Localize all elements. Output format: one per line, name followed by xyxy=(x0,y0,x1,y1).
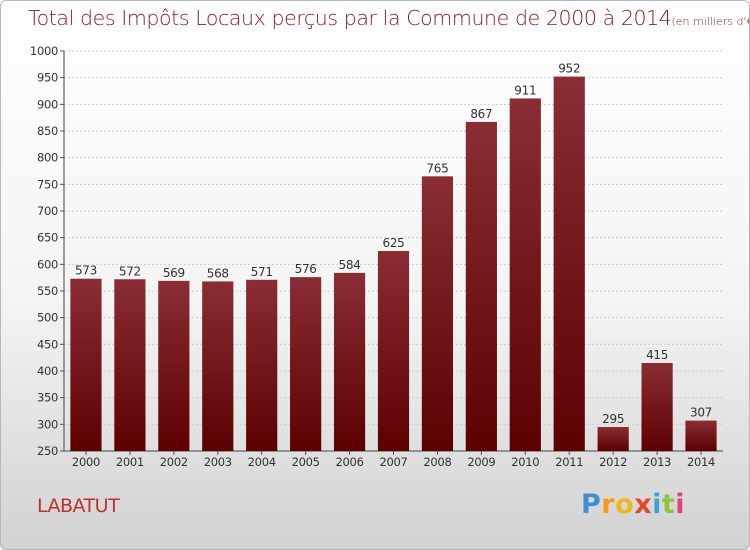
logo-letter: t xyxy=(661,489,676,520)
y-tick-label: 300 xyxy=(37,417,58,431)
logo-letter: x xyxy=(634,489,653,520)
bar-value-label: 625 xyxy=(382,236,404,250)
x-tick-label: 2014 xyxy=(687,455,715,469)
x-tick-label: 2003 xyxy=(204,455,232,469)
y-tick-label: 750 xyxy=(37,177,58,191)
x-tick-label: 2009 xyxy=(467,455,495,469)
bar-value-label: 765 xyxy=(426,161,448,175)
x-tick-label: 2005 xyxy=(292,455,320,469)
bar xyxy=(202,281,234,451)
logo-letter: i xyxy=(652,489,662,520)
proxiti-logo: Proxiti xyxy=(581,489,685,520)
bar-value-label: 573 xyxy=(75,264,97,278)
y-tick-label: 400 xyxy=(37,364,58,378)
title-unit: (en milliers d'€) xyxy=(671,15,750,28)
x-tick-label: 2007 xyxy=(379,455,407,469)
bar-value-label: 307 xyxy=(690,406,712,420)
bar xyxy=(685,420,717,451)
logo-letter: o xyxy=(615,489,635,520)
bar xyxy=(290,277,322,451)
bar-value-label: 576 xyxy=(295,262,317,276)
y-tick-label: 850 xyxy=(37,124,58,138)
bar xyxy=(158,280,190,451)
bar-value-label: 584 xyxy=(339,258,361,272)
x-tick-label: 2000 xyxy=(72,455,100,469)
chart-title: Total des Impôts Locaux perçus par la Co… xyxy=(28,6,750,30)
bar xyxy=(70,278,102,451)
bar-value-label: 572 xyxy=(119,264,141,278)
y-tick-label: 1000 xyxy=(30,44,58,58)
y-tick-label: 650 xyxy=(37,231,58,245)
x-tick-label: 2011 xyxy=(555,455,583,469)
y-tick-label: 250 xyxy=(37,444,58,458)
y-tick-label: 800 xyxy=(37,151,58,165)
x-tick-label: 2012 xyxy=(599,455,627,469)
x-tick-label: 2008 xyxy=(423,455,451,469)
bar xyxy=(509,98,541,451)
bar xyxy=(421,176,454,452)
x-tick-label: 2006 xyxy=(336,455,364,469)
bar xyxy=(641,363,673,451)
bar-value-label: 571 xyxy=(251,265,273,279)
logo-letter: r xyxy=(601,489,616,520)
y-tick-label: 600 xyxy=(37,257,58,271)
y-tick-label: 350 xyxy=(37,391,58,405)
bar xyxy=(553,76,585,451)
bar xyxy=(114,279,146,451)
title-text: Total des Impôts Locaux perçus par la Co… xyxy=(28,6,672,30)
logo-letter: P xyxy=(581,489,602,520)
bar xyxy=(333,272,366,451)
y-tick-label: 950 xyxy=(37,71,58,85)
bar xyxy=(246,279,278,451)
bar xyxy=(377,251,410,451)
bar-value-label: 911 xyxy=(514,83,536,97)
x-tick-label: 2001 xyxy=(116,455,144,469)
bar-value-label: 952 xyxy=(558,62,580,76)
x-tick-label: 2002 xyxy=(160,455,188,469)
commune-name: LABATUT xyxy=(37,495,120,517)
x-tick-label: 2004 xyxy=(248,455,276,469)
y-tick-label: 700 xyxy=(37,204,58,218)
y-tick-label: 450 xyxy=(37,337,58,351)
bar-value-label: 568 xyxy=(207,266,229,280)
y-tick-label: 550 xyxy=(37,284,58,298)
y-tick-label: 500 xyxy=(37,311,58,325)
y-tick-label: 900 xyxy=(37,97,58,111)
logo-letter: i xyxy=(675,489,686,520)
x-tick-label: 2010 xyxy=(511,455,539,469)
bar-value-label: 415 xyxy=(646,348,668,362)
bar-value-label: 867 xyxy=(470,107,492,121)
bar-value-label: 569 xyxy=(163,266,185,280)
bar xyxy=(597,427,629,451)
bar xyxy=(465,121,497,451)
x-tick-label: 2013 xyxy=(643,455,671,469)
bar-value-label: 295 xyxy=(602,412,624,426)
